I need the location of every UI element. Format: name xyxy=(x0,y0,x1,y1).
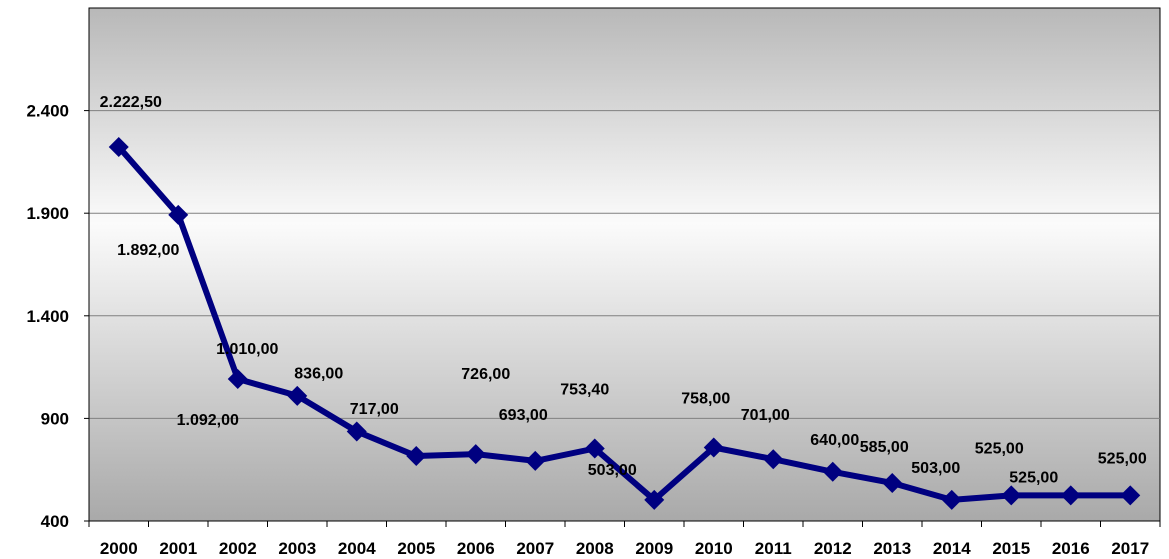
x-tick-label: 2012 xyxy=(814,539,852,558)
x-tick-label: 2002 xyxy=(219,539,257,558)
data-point xyxy=(1060,485,1081,506)
data-point xyxy=(168,204,189,225)
data-label: 717,00 xyxy=(350,401,399,418)
x-tick-label: 2017 xyxy=(1111,539,1149,558)
y-axis-labels: 400 900 1.400 1.900 2.400 xyxy=(26,102,69,531)
plot-area xyxy=(88,7,1161,522)
data-label: 1.892,00 xyxy=(117,242,179,259)
x-axis-labels: 2000 2001 2002 2003 2004 2005 2006 2007 2008 2009… xyxy=(100,539,1149,558)
y-tick-label: 1.900 xyxy=(26,204,69,223)
data-label: 726,00 xyxy=(461,366,510,383)
x-tick-label: 2016 xyxy=(1052,539,1090,558)
data-point xyxy=(1001,485,1022,506)
data-label: 2.222,50 xyxy=(100,94,162,111)
x-tick-label: 2010 xyxy=(695,539,733,558)
data-point xyxy=(941,489,962,510)
x-tick-label: 2015 xyxy=(992,539,1030,558)
x-tick-label: 2003 xyxy=(278,539,316,558)
data-labels: 2.222,50 1.892,00 1.092,00 1.010,00 836,00 71… xyxy=(100,94,1147,486)
x-tick-label: 2011 xyxy=(755,539,792,558)
data-point xyxy=(882,473,903,494)
y-tick-label: 2.400 xyxy=(26,102,69,121)
x-tick-label: 2008 xyxy=(576,539,614,558)
y-tick-label: 400 xyxy=(41,512,69,531)
data-point xyxy=(644,489,665,510)
x-tick-label: 2000 xyxy=(100,539,138,558)
x-tick-label: 2014 xyxy=(933,539,971,558)
data-label: 585,00 xyxy=(860,439,909,456)
data-label: 525,00 xyxy=(975,440,1024,457)
data-point xyxy=(703,437,724,458)
series-line xyxy=(108,137,1141,510)
data-label: 758,00 xyxy=(681,391,730,408)
data-label: 503,00 xyxy=(911,460,960,477)
data-point xyxy=(465,444,486,465)
y-tick-label: 900 xyxy=(41,409,69,428)
data-point xyxy=(108,137,129,158)
x-tick-label: 2004 xyxy=(338,539,376,558)
data-label: 525,00 xyxy=(1009,469,1058,486)
data-point xyxy=(763,449,784,470)
data-point xyxy=(1120,485,1141,506)
data-point xyxy=(584,438,605,459)
data-point xyxy=(346,421,367,442)
data-label: 701,00 xyxy=(741,407,790,424)
series-line-path xyxy=(116,145,1131,503)
axes xyxy=(84,8,1161,527)
data-label: 693,00 xyxy=(499,407,548,424)
data-label: 640,00 xyxy=(810,432,859,449)
data-label: 1.010,00 xyxy=(216,341,278,358)
data-label: 1.092,00 xyxy=(177,412,239,429)
y-tick-label: 1.400 xyxy=(26,307,69,326)
data-point xyxy=(822,461,843,482)
data-label: 753,40 xyxy=(560,381,609,398)
x-tick-label: 2006 xyxy=(457,539,495,558)
x-tick-label: 2009 xyxy=(635,539,673,558)
x-tick-label: 2013 xyxy=(873,539,911,558)
data-point xyxy=(287,385,308,406)
x-tick-label: 2005 xyxy=(397,539,435,558)
data-point xyxy=(227,369,248,390)
data-label: 836,00 xyxy=(294,366,343,383)
data-point xyxy=(406,445,427,466)
x-tick-label: 2007 xyxy=(516,539,554,558)
gridlines xyxy=(89,110,1160,419)
data-label: 525,00 xyxy=(1098,450,1147,467)
data-point xyxy=(525,450,546,471)
data-label: 503,00 xyxy=(588,462,637,479)
x-tick-label: 2001 xyxy=(159,539,197,558)
